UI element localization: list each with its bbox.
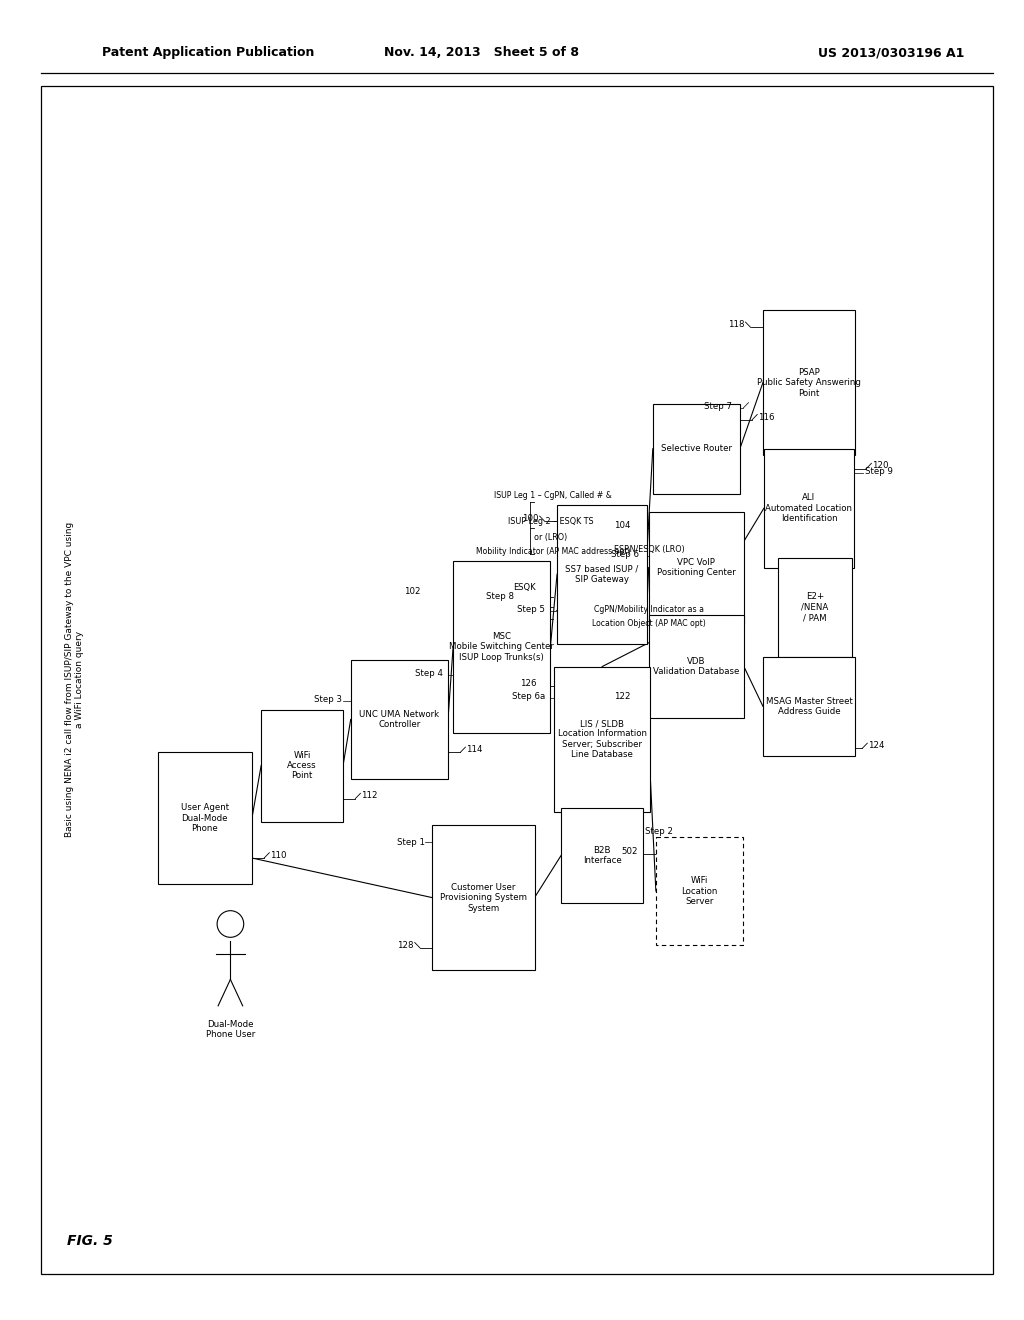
Text: Step 6a: Step 6a <box>512 693 545 701</box>
Text: 122: 122 <box>613 693 631 701</box>
Text: 118: 118 <box>728 321 744 329</box>
Text: Step 6: Step 6 <box>611 550 639 558</box>
Bar <box>763 657 855 755</box>
Text: Step 3: Step 3 <box>314 696 342 704</box>
Bar <box>158 752 252 884</box>
Text: 104: 104 <box>613 521 631 529</box>
Bar <box>649 511 744 624</box>
Bar <box>432 825 535 970</box>
Text: 116: 116 <box>758 413 775 421</box>
Bar <box>557 504 647 644</box>
Text: or (LRO): or (LRO) <box>535 533 567 541</box>
Text: ESQK: ESQK <box>513 583 536 591</box>
Bar <box>763 310 855 455</box>
Text: 100: 100 <box>522 515 539 523</box>
Bar <box>778 557 852 657</box>
Text: MSC
Mobile Switching Center
ISUP Loop Trunks(s): MSC Mobile Switching Center ISUP Loop Tr… <box>450 632 554 661</box>
Text: Basic using NENA i2 call flow from ISUP/SIP Gateway to the VPC using
a WiFi Loca: Basic using NENA i2 call flow from ISUP/… <box>66 523 84 837</box>
Text: US 2013/0303196 A1: US 2013/0303196 A1 <box>818 46 964 59</box>
Text: Mobility Indicator (AP MAC address opt): Mobility Indicator (AP MAC address opt) <box>476 548 630 556</box>
Text: MSAG Master Street
Address Guide: MSAG Master Street Address Guide <box>766 697 852 715</box>
Text: Customer User
Provisioning System
System: Customer User Provisioning System System <box>440 883 526 912</box>
Text: CgPN/Mobility Indicator as a: CgPN/Mobility Indicator as a <box>594 606 705 614</box>
Bar <box>561 808 643 903</box>
Bar <box>656 837 743 945</box>
Text: Step 9: Step 9 <box>865 467 893 475</box>
Text: E2+
/NENA
/ PAM: E2+ /NENA / PAM <box>802 593 828 622</box>
Text: ALI
Automated Location
Identification: ALI Automated Location Identification <box>766 494 852 523</box>
Text: ISUP Leg 1 – CgPN, Called # &: ISUP Leg 1 – CgPN, Called # & <box>494 491 612 499</box>
Text: Step 7: Step 7 <box>705 403 732 411</box>
Text: Nov. 14, 2013   Sheet 5 of 8: Nov. 14, 2013 Sheet 5 of 8 <box>384 46 579 59</box>
Text: User Agent
Dual-Mode
Phone: User Agent Dual-Mode Phone <box>181 804 228 833</box>
Text: Selective Router: Selective Router <box>660 445 732 453</box>
Text: 112: 112 <box>361 792 378 800</box>
Text: Patent Application Publication: Patent Application Publication <box>102 46 314 59</box>
Text: Step 2: Step 2 <box>645 828 673 836</box>
Text: 102: 102 <box>404 587 421 595</box>
Text: 120: 120 <box>872 462 889 470</box>
Text: Step 5: Step 5 <box>517 606 545 614</box>
Text: B2B
Interface: B2B Interface <box>583 846 622 865</box>
Bar <box>555 667 650 812</box>
Text: ISUP Leg 2 – ESQK TS: ISUP Leg 2 – ESQK TS <box>508 517 594 525</box>
Bar <box>764 449 854 568</box>
Bar <box>649 615 744 718</box>
Text: WiFi
Access
Point: WiFi Access Point <box>288 751 316 780</box>
Text: WiFi
Location
Server: WiFi Location Server <box>681 876 718 906</box>
Text: FIG. 5: FIG. 5 <box>68 1234 113 1247</box>
Text: Step 4: Step 4 <box>416 669 443 677</box>
Bar <box>350 660 449 779</box>
Text: 110: 110 <box>270 851 287 859</box>
Text: 128: 128 <box>397 941 414 949</box>
Text: 502: 502 <box>621 847 637 855</box>
Text: 114: 114 <box>467 746 483 754</box>
Text: Dual-Mode
Phone User: Dual-Mode Phone User <box>206 1020 255 1039</box>
Text: ESRN/ESQK (LRO): ESRN/ESQK (LRO) <box>613 545 685 553</box>
Text: VDB
Validation Database: VDB Validation Database <box>653 657 739 676</box>
Bar <box>453 561 551 733</box>
Text: Step 8: Step 8 <box>486 593 514 601</box>
Text: LIS / SLDB
Location Information
Server; Subscriber
Line Database: LIS / SLDB Location Information Server; … <box>558 719 646 759</box>
Text: Location Object (AP MAC opt): Location Object (AP MAC opt) <box>592 619 707 627</box>
Text: PSAP
Public Safety Answering
Point: PSAP Public Safety Answering Point <box>757 368 861 397</box>
Text: 126: 126 <box>519 680 537 688</box>
Bar <box>653 404 739 494</box>
Text: 124: 124 <box>868 742 885 750</box>
Bar <box>261 710 343 821</box>
Text: SS7 based ISUP /
SIP Gateway: SS7 based ISUP / SIP Gateway <box>565 565 639 583</box>
Text: UNC UMA Network
Controller: UNC UMA Network Controller <box>359 710 439 729</box>
Text: VPC VoIP
Positioning Center: VPC VoIP Positioning Center <box>657 558 735 577</box>
Text: Step 1: Step 1 <box>397 838 425 846</box>
